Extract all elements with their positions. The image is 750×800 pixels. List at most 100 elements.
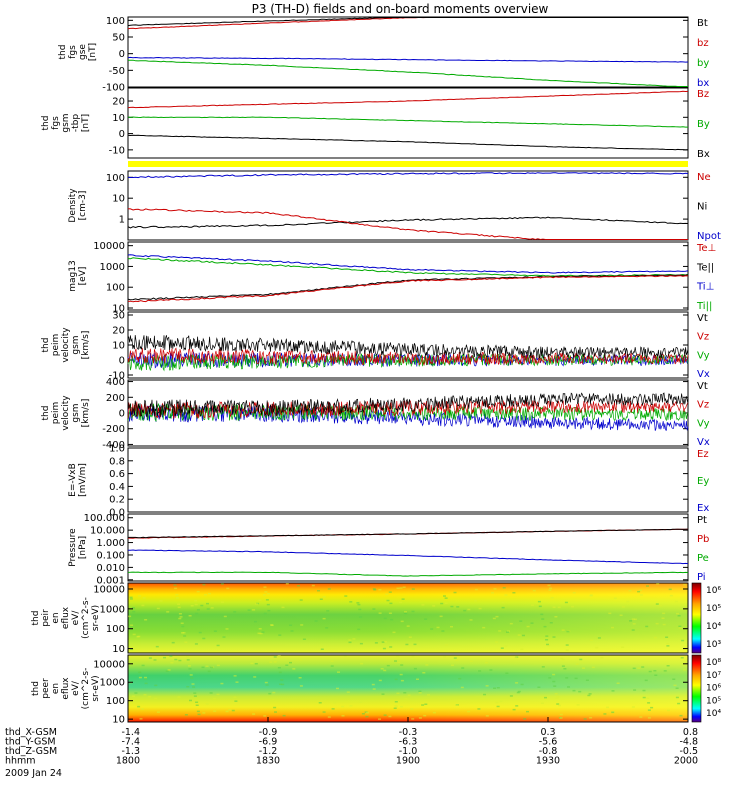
spectrogram-speckle	[132, 695, 135, 697]
spectrogram-speckle	[416, 678, 419, 680]
colorbar: 10⁶ 10⁵ 10⁴ 10³	[691, 582, 721, 654]
spectrogram-speckle	[314, 620, 318, 622]
x-row-value: -1.4	[121, 727, 140, 738]
y-tick-label: 0	[119, 129, 125, 140]
spectrogram-speckle	[265, 599, 269, 601]
spectrogram-speckle	[132, 633, 136, 636]
spectrogram-speckle	[281, 683, 285, 686]
spectrogram-speckle	[389, 602, 393, 605]
spectrogram-speckle	[300, 624, 304, 626]
spectrogram-speckle	[543, 625, 547, 628]
spectrogram-speckle	[504, 645, 508, 647]
series-te||	[127, 274, 689, 301]
spectrogram-speckle	[587, 694, 591, 697]
spectrogram-speckle	[506, 631, 509, 633]
series-group-density	[127, 172, 689, 241]
spectrogram-speckle	[170, 662, 174, 664]
legend-ex: Ex	[697, 503, 709, 514]
spectrogram-speckle	[144, 678, 148, 680]
spectrogram-speckle	[485, 715, 489, 717]
y-tick-label: -400	[102, 440, 125, 451]
spectrogram-speckle	[648, 670, 652, 673]
spectrogram-speckle	[205, 665, 209, 667]
y-tick-label: 10000	[93, 585, 125, 596]
legend-vx: Vx	[697, 369, 710, 380]
series-ti||	[127, 257, 689, 277]
y-tick-label: 0.4	[109, 482, 125, 493]
spectrogram-speckle	[374, 642, 378, 644]
spectrogram-speckle	[445, 644, 448, 646]
spectrogram-speckle	[326, 610, 330, 612]
y-axis-label: thd	[41, 406, 51, 421]
y-tick-label: -10	[109, 145, 125, 156]
spectrogram-speckle	[378, 612, 382, 614]
y-tick-label: 1000	[100, 262, 125, 273]
x-row-value: -1.2	[259, 746, 278, 757]
spectrogram-speckle	[406, 625, 410, 627]
spectrogram-speckle	[206, 602, 209, 605]
spectrogram-speckle	[320, 648, 324, 650]
spectrogram-speckle	[183, 635, 187, 637]
spectrogram-speckle	[400, 620, 404, 623]
y-tick-label: 0	[119, 356, 125, 367]
y-tick-label: 10	[112, 304, 125, 315]
spectrogram-speckle	[173, 584, 177, 586]
spectrogram-speckle	[148, 657, 152, 659]
spectrogram-speckle	[337, 671, 340, 673]
x-row-label: thd_X-GSM	[5, 727, 57, 738]
spectrogram-speckle	[646, 585, 649, 587]
series-group-fgs_gse	[127, 16, 689, 87]
series-vz	[127, 399, 689, 419]
spectrogram-speckle	[621, 646, 625, 648]
spectrogram-speckle	[654, 636, 657, 639]
y-tick-label: 0	[119, 49, 125, 60]
spectrogram-speckle	[349, 601, 353, 603]
y-axis-label: fgs	[51, 116, 61, 130]
x-row-value: 2000	[674, 756, 698, 767]
spectrogram-speckle	[253, 676, 257, 678]
series-te⊥	[127, 275, 689, 303]
spectrogram-speckle	[608, 612, 612, 615]
colorbar-label: 10⁸	[706, 658, 721, 668]
spectrogram-speckle	[233, 696, 237, 698]
y-tick-label: 30	[112, 311, 125, 322]
spectrogram-speckle	[360, 662, 364, 665]
spectrogram-speckle	[425, 664, 429, 666]
spectrogram-speckle	[359, 642, 363, 645]
spectrogram-speckle	[579, 658, 583, 661]
spectrogram-speckle	[633, 689, 637, 691]
spectrogram-speckle	[399, 673, 403, 676]
y-axis-label: peer	[41, 678, 51, 699]
y-axis-label: [nT]	[81, 114, 91, 132]
panel-frame	[127, 513, 689, 582]
spectrogram-speckle	[631, 706, 635, 708]
y-axis-label: [eV]	[78, 267, 88, 286]
spectrogram-speckle	[399, 587, 403, 589]
colorbar-gradient	[691, 582, 702, 654]
spectrogram-speckle	[299, 659, 303, 661]
spectrogram-speckle	[204, 594, 207, 596]
spectrogram-speckle	[216, 664, 220, 667]
spectrogram-speckle	[262, 594, 266, 596]
series-vx	[127, 404, 689, 431]
spectrogram-speckle	[678, 625, 682, 628]
spectrogram-speckle	[148, 695, 152, 698]
spectrogram-speckle	[611, 711, 615, 714]
spectrogram-speckle	[196, 710, 200, 713]
spectrogram-speckle	[458, 677, 462, 680]
spectrogram-speckle	[654, 674, 658, 676]
spectrogram-speckle	[482, 626, 486, 629]
spectrogram-speckle	[159, 600, 163, 602]
date-label: 2009 Jan 24	[5, 768, 62, 779]
panel-efield: 1.00.8 0.6 0.4 0.2 0.0 E=-VxB [mV/m] Ez Ey Ex	[68, 444, 709, 519]
spectrogram-speckle	[178, 617, 182, 620]
spectrogram-speckle	[430, 628, 434, 630]
y-axis-label: fgs	[68, 45, 78, 59]
spectrogram-speckle	[474, 600, 478, 602]
spectrogram-speckle	[606, 706, 609, 709]
spectrogram-speckle	[156, 607, 160, 610]
spectrogram-speckle	[554, 616, 558, 618]
spectrogram-speckle	[184, 641, 188, 643]
spectrogram-speckle	[193, 695, 197, 697]
y-axis-label: [nT]	[88, 43, 98, 61]
